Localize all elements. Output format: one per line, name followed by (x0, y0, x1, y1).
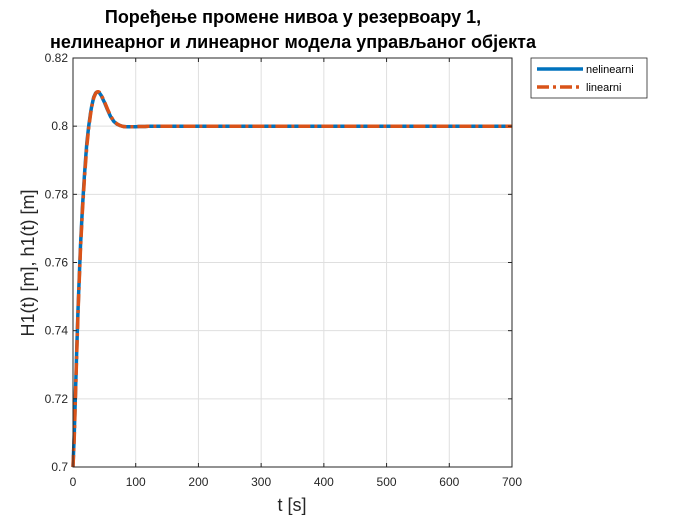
legend-label-nelinearni: nelinearni (586, 64, 634, 76)
legend-box (530, 57, 648, 99)
y-tick-label: 0.72 (45, 392, 69, 406)
x-tick-label: 400 (314, 475, 334, 489)
y-tick-label: 0.74 (45, 324, 69, 338)
legend: nelinearni linearni (530, 57, 648, 99)
x-tick-label: 200 (188, 475, 208, 489)
x-axis-label: t [s] (277, 495, 306, 515)
series-layer (71, 89, 512, 468)
y-tick-labels: 0.7 0.72 0.74 0.76 0.78 0.8 0.82 (45, 51, 69, 474)
y-tick-label: 0.82 (45, 51, 69, 65)
chart-title-line-2: нелинеарног и линеарног модела управљано… (50, 32, 537, 52)
x-tick-label: 700 (502, 475, 522, 489)
x-tick-labels: 0 100 200 300 400 500 600 700 (70, 475, 523, 489)
y-tick-label: 0.8 (51, 119, 68, 133)
series-line-linearni (71, 89, 512, 468)
y-tick-label: 0.78 (45, 187, 69, 201)
x-tick-label: 0 (70, 475, 77, 489)
x-tick-label: 500 (377, 475, 397, 489)
y-tick-label: 0.7 (51, 460, 68, 474)
y-axis-label: H1(t) [m], h1(t) [m] (18, 189, 38, 336)
chart-title-line-1: Поређење промене нивоа у резервоару 1, (105, 7, 481, 27)
legend-label-linearni: linearni (586, 82, 621, 94)
y-tick-label: 0.76 (45, 256, 69, 270)
x-tick-label: 300 (251, 475, 271, 489)
x-tick-label: 100 (126, 475, 146, 489)
tick-marks (72, 57, 513, 468)
x-tick-label: 600 (439, 475, 459, 489)
